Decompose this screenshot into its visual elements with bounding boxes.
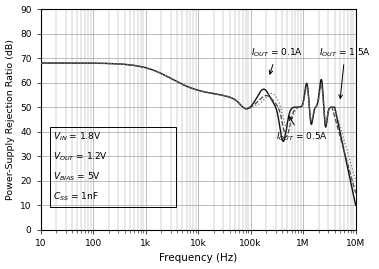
Y-axis label: Power-Supply Rejection Ratio (dB): Power-Supply Rejection Ratio (dB) [6, 39, 14, 200]
X-axis label: Frequency (Hz): Frequency (Hz) [159, 253, 237, 263]
Text: $I_{OUT}$ = 1.5A: $I_{OUT}$ = 1.5A [319, 47, 371, 98]
Text: $V_{IN}$ = 1.8V: $V_{IN}$ = 1.8V [53, 131, 102, 143]
Bar [50, 127, 176, 207]
Text: $V_{OUT}$ = 1.2V: $V_{OUT}$ = 1.2V [53, 151, 108, 163]
Text: $V_{BIAS}$ = 5V: $V_{BIAS}$ = 5V [53, 171, 101, 183]
Text: $I_{OUT}$ = 0.5A: $I_{OUT}$ = 0.5A [276, 116, 328, 143]
Text: $C_{SS}$ = 1nF: $C_{SS}$ = 1nF [53, 190, 99, 203]
Text: $I_{OUT}$ = 0.1A: $I_{OUT}$ = 0.1A [251, 47, 303, 74]
